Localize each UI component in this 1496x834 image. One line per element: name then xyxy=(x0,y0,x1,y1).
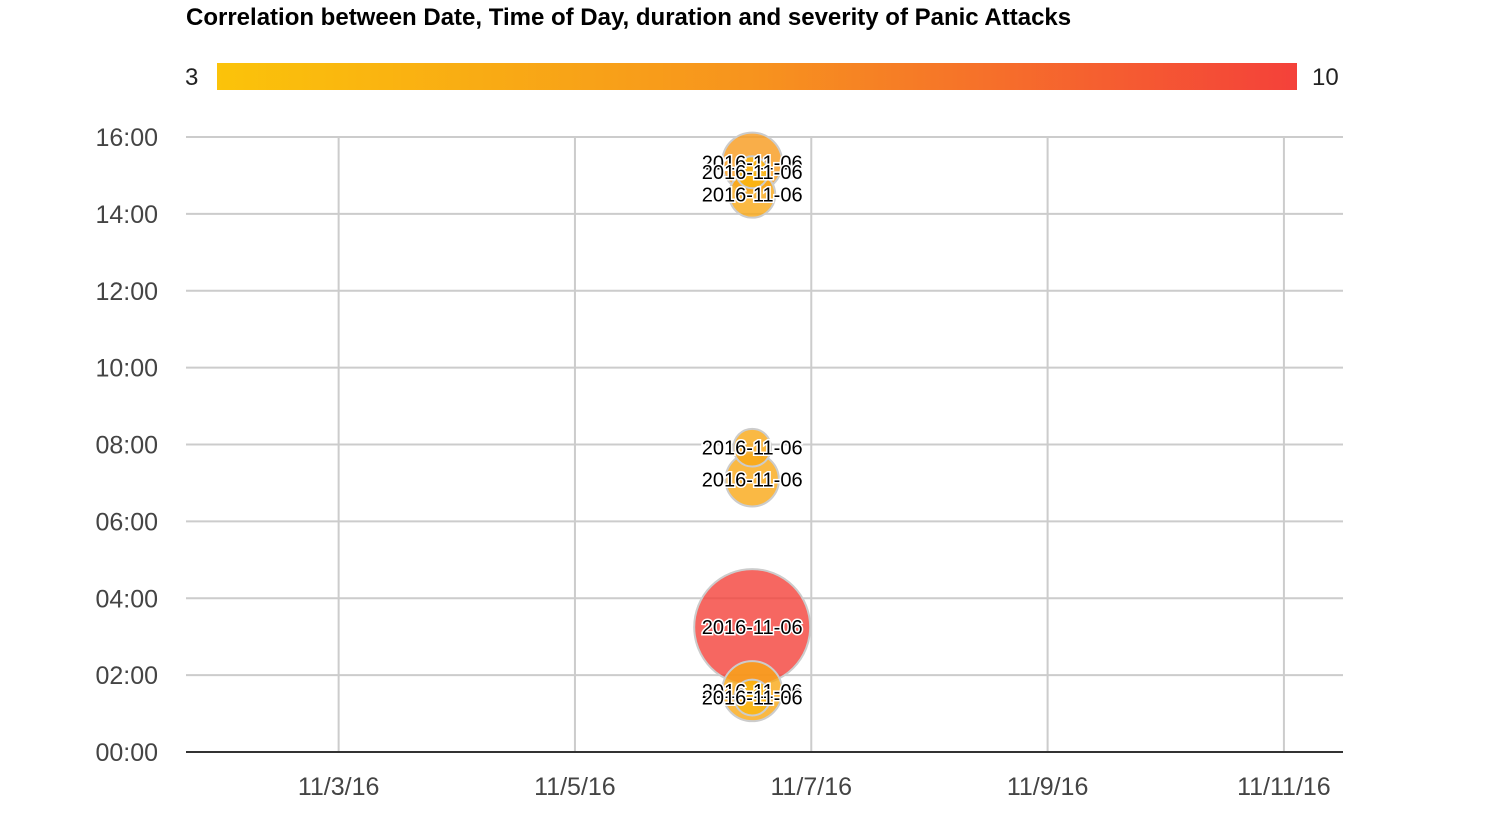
bubble-label: 2016-11-06 xyxy=(702,688,803,710)
x-tick-label: 11/9/16 xyxy=(1007,773,1089,801)
bubble-labels: 2016-11-062016-11-062016-11-062016-11-06… xyxy=(700,151,804,711)
bubble[interactable] xyxy=(733,678,772,717)
y-tick-label: 00:00 xyxy=(95,739,158,767)
color-legend-gradient-bar xyxy=(217,63,1297,90)
y-tick-label: 06:00 xyxy=(95,508,158,536)
bubble-label: 2016-11-06 xyxy=(702,470,803,492)
y-tick-label: 12:00 xyxy=(95,278,158,306)
y-tick-label: 14:00 xyxy=(95,201,158,229)
y-tick-label: 10:00 xyxy=(95,355,158,383)
bubbles xyxy=(693,131,812,723)
color-legend: 3 10 xyxy=(185,63,1339,91)
chart-title: Correlation between Date, Time of Day, d… xyxy=(186,4,1071,31)
y-tick-label: 16:00 xyxy=(95,124,158,152)
bubble-label: 2016-11-06 xyxy=(702,681,803,703)
bubble[interactable] xyxy=(732,427,773,468)
bubble-label: 2016-11-06 xyxy=(702,153,803,175)
color-legend-max-label: 10 xyxy=(1312,64,1339,91)
y-tick-label: 08:00 xyxy=(95,432,158,460)
color-legend-min-label: 3 xyxy=(185,64,198,91)
bubble-label: 2016-11-06 xyxy=(702,185,803,207)
y-axis-tick-labels: 00:00 02:00 04:00 06:00 08:00 10:00 12:00 14:00… xyxy=(95,124,158,767)
bubble-label: 2016-11-06 xyxy=(702,617,803,639)
y-tick-label: 02:00 xyxy=(95,662,158,690)
x-tick-label: 11/7/16 xyxy=(770,773,852,801)
grid-lines xyxy=(186,136,1343,752)
y-tick-label: 04:00 xyxy=(95,585,158,613)
bubble[interactable] xyxy=(735,155,770,190)
x-tick-label: 11/5/16 xyxy=(534,773,616,801)
bubble-label: 2016-11-06 xyxy=(702,162,803,184)
x-tick-label: 11/3/16 xyxy=(298,773,380,801)
x-tick-label: 11/11/16 xyxy=(1237,773,1331,801)
bubble-label: 2016-11-06 xyxy=(702,438,803,460)
x-axis-tick-labels: 11/3/16 11/5/16 11/7/16 11/9/16 11/11/16 xyxy=(298,773,1331,801)
